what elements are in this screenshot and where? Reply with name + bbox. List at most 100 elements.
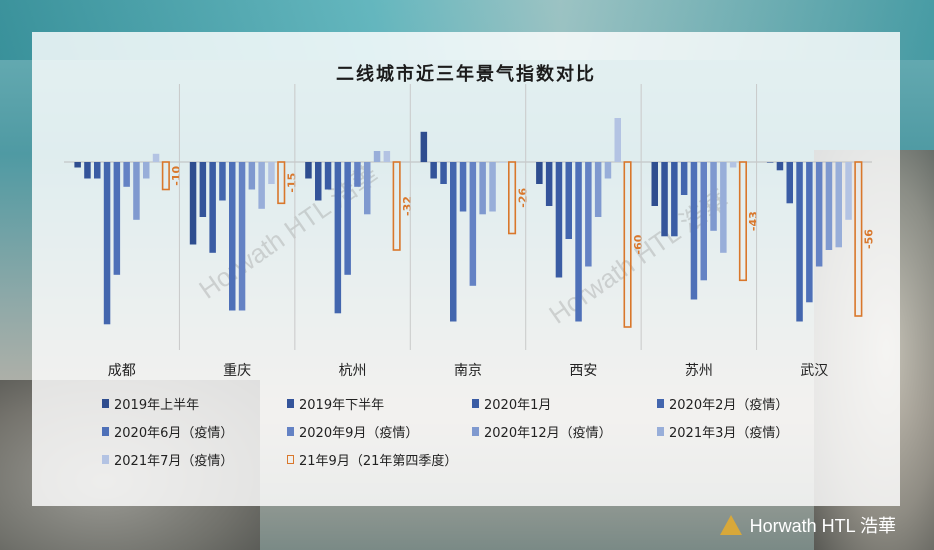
legend-swatch-0 [102,399,109,408]
data-label-苏州: -43 [747,211,760,231]
data-label-南京: -26 [516,187,529,207]
legend-item-9: 21年9月（21年第四季度） [287,450,457,469]
bar-杭州-3 [334,162,342,314]
legend-label-0: 2019年上半年 [114,398,200,413]
data-label-西安: -60 [632,234,645,254]
data-label-杭州: -32 [401,196,414,216]
legend-swatch-8 [102,455,109,464]
bar-南京-8 [499,162,506,163]
bar-西安-7 [604,162,612,179]
bar-苏州-1 [661,162,668,237]
brand-name: Horwath HTL 浩華 [749,516,896,536]
bar-西安-5 [585,162,592,267]
bar-成都-6 [133,162,140,220]
legend-swatch-1 [287,399,294,408]
legend-label-6: 2020年12月（疫情） [484,426,612,441]
bar-武汉-7 [835,162,842,248]
legend-swatch-5 [287,427,294,436]
data-label-重庆: -15 [285,173,298,193]
legend-item-2: 2020年1月 [472,394,551,413]
legend-swatch-7 [657,427,664,436]
category-label-6: 武汉 [800,363,828,379]
category-label-0: 成都 [108,363,136,379]
bar-西安-6 [594,162,602,217]
bar-武汉-5 [815,162,823,267]
legend-swatch-3 [657,399,664,408]
bar-重庆-4 [229,162,236,311]
bar-成都-9 [161,161,170,191]
bar-重庆-3 [219,162,226,201]
bar-重庆-9 [277,161,286,205]
bar-苏州-8 [729,162,737,168]
category-label-5: 苏州 [685,363,713,379]
bar-杭州-4 [344,162,351,275]
bar-杭州-2 [324,162,332,190]
bar-武汉-0 [766,162,774,163]
bar-武汉-8 [845,162,852,220]
legend-item-8: 2021年7月（疫情） [102,450,233,469]
bar-苏州-7 [720,162,727,253]
legend-label-1: 2019年下半年 [299,398,385,413]
bar-杭州-5 [354,162,361,187]
bar-武汉-1 [776,162,784,171]
bar-南京-6 [479,162,486,215]
data-label-武汉: -56 [863,229,876,249]
bar-西安-2 [555,162,563,278]
legend-item-1: 2019年下半年 [287,394,384,413]
bar-重庆-7 [258,162,265,209]
legend-label-8: 2021年7月（疫情） [114,454,234,469]
bar-苏州-6 [710,162,717,231]
bar-苏州-0 [651,162,658,206]
bar-苏州-4 [690,162,698,300]
legend-item-6: 2020年12月（疫情） [472,422,612,441]
legend-swatch-2 [472,399,479,408]
bar-南京-3 [450,162,457,322]
bar-西安-8 [614,118,621,162]
bar-成都-3 [103,162,111,325]
bar-杭州-0 [305,162,312,179]
bar-重庆-6 [248,162,256,190]
bar-重庆-5 [238,162,246,311]
category-label-1: 重庆 [223,363,251,379]
legend-label-3: 2020年2月（疫情） [669,398,789,413]
bar-苏州-9 [738,161,748,282]
bar-武汉-2 [786,162,793,204]
bar-杭州-9 [392,161,401,251]
data-label-成都: -10 [170,165,183,185]
bar-成都-8 [152,153,160,163]
legend-swatch-9 [287,455,294,464]
legend-label-9: 21年9月（21年第四季度） [299,454,458,469]
bar-杭州-6 [364,162,371,215]
bar-杭州-1 [315,162,322,201]
bar-南京-7 [489,162,496,212]
bar-西安-0 [536,162,543,184]
bar-西安-9 [623,161,632,328]
legend-item-4: 2020年6月（疫情） [102,422,233,441]
bar-成都-2 [94,162,101,179]
bar-重庆-8 [268,162,275,184]
bar-重庆-0 [189,162,197,245]
horwath-triangle-logo-icon [719,515,742,535]
bar-西安-1 [545,162,553,206]
bar-武汉-3 [796,162,803,322]
bar-武汉-9 [854,161,863,317]
bar-南京-4 [459,162,467,212]
legend-swatch-4 [102,427,109,436]
bar-成都-0 [74,162,81,168]
chart-title: 二线城市近三年景气指数对比 [336,64,596,85]
bar-重庆-2 [209,162,216,253]
bar-南京-2 [440,162,447,184]
legend-label-4: 2020年6月（疫情） [114,426,234,441]
bar-南京-0 [420,131,428,163]
bar-苏州-5 [700,162,707,281]
legend-label-2: 2020年1月 [484,398,552,413]
bar-成都-5 [123,162,130,187]
bar-武汉-6 [825,162,833,250]
bar-南京-5 [469,162,477,286]
chart-panel: 二线城市近三年景气指数对比 Horwath HTL 浩華 Horwath HTL… [32,32,900,506]
bar-成都-1 [84,162,91,179]
legend-label-7: 2021年3月（疫情） [669,426,789,441]
bar-杭州-8 [383,151,391,162]
legend-item-5: 2020年9月（疫情） [287,422,418,441]
bar-重庆-1 [199,162,207,217]
